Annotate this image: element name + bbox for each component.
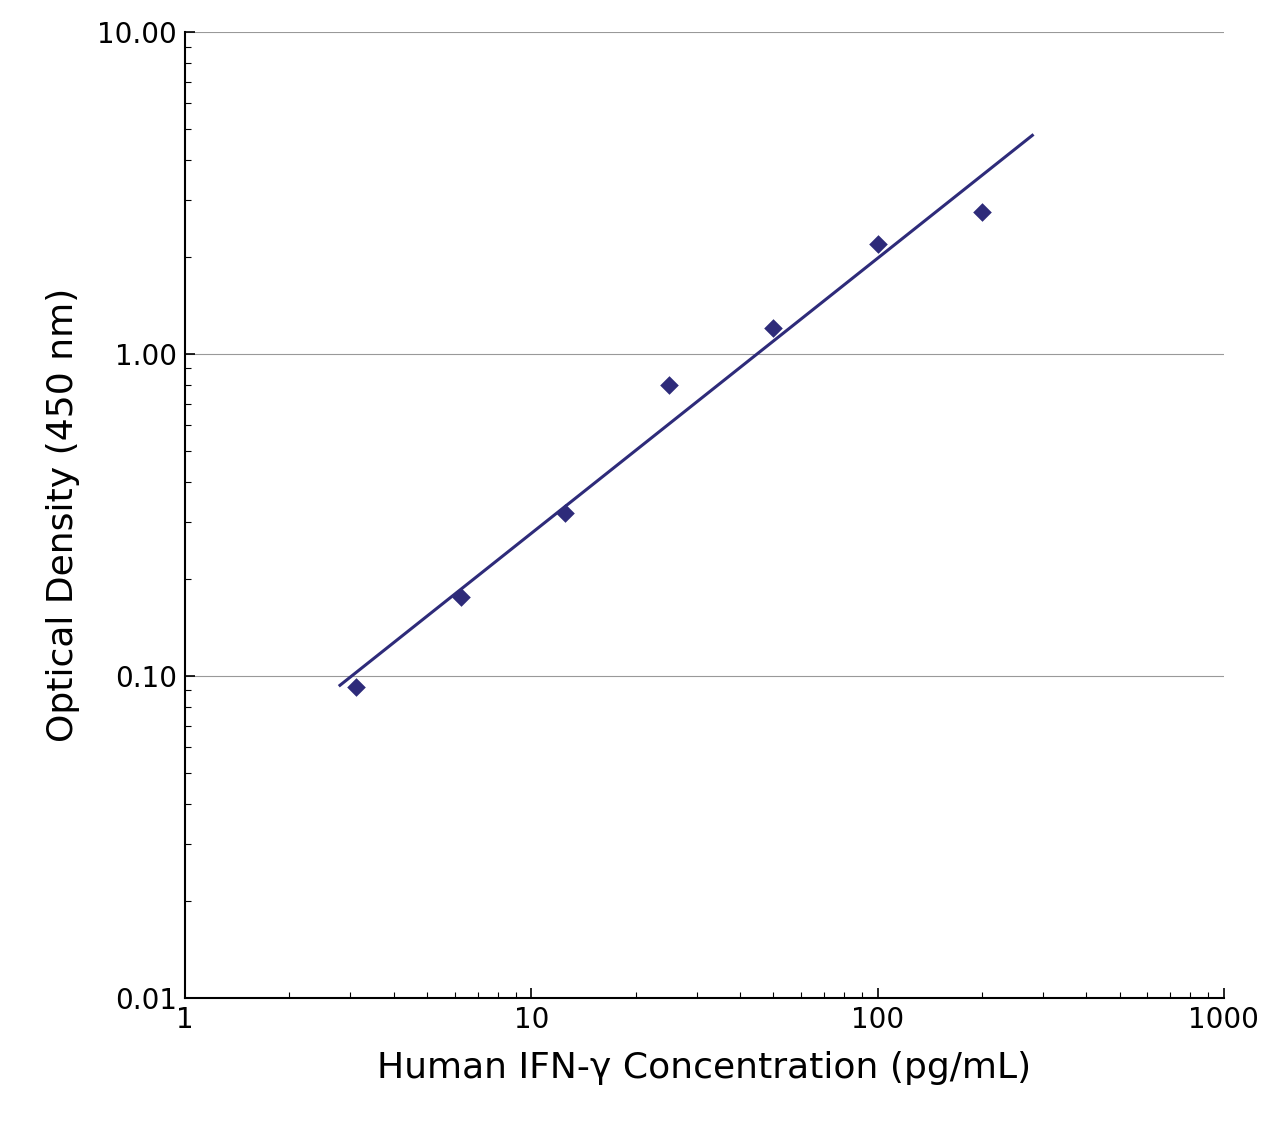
Point [868, 235, 888, 253]
Point [763, 319, 783, 337]
Point [347, 678, 367, 696]
Point [972, 203, 992, 221]
Point [451, 589, 471, 607]
Point [659, 376, 680, 394]
X-axis label: Human IFN-γ Concentration (pg/mL): Human IFN-γ Concentration (pg/mL) [378, 1050, 1032, 1085]
Y-axis label: Optical Density (450 nm): Optical Density (450 nm) [46, 288, 81, 742]
Point [554, 504, 575, 522]
